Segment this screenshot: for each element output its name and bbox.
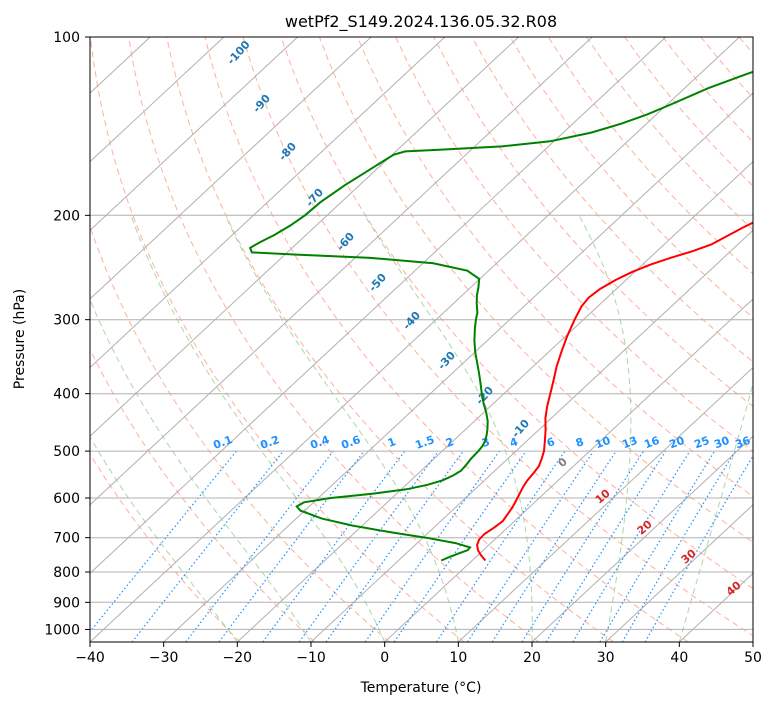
- isotherm: [90, 37, 446, 369]
- dry-adiabat: [357, 37, 753, 497]
- dry-adiabat: [471, 37, 753, 363]
- y-tick-label: 400: [53, 387, 80, 403]
- mixing-ratio-label: 1: [386, 435, 398, 450]
- x-tick-label: 50: [744, 650, 762, 666]
- y-tick-label: 300: [53, 313, 80, 329]
- x-tick-label: 10: [449, 650, 467, 666]
- x-tick-label: 30: [597, 650, 615, 666]
- x-tick-label: −10: [296, 650, 326, 666]
- mixing-ratio-label: 0.4: [308, 433, 331, 452]
- y-tick-label: 700: [53, 531, 80, 547]
- moist-adiabat: [130, 215, 386, 642]
- dry-adiabat: [166, 37, 614, 642]
- dry-adiabat: [204, 37, 689, 642]
- x-axis: −40 −30 −20 −10 0 10 20 30 40 50: [75, 642, 762, 666]
- mixing-ratio-label: 20: [667, 434, 686, 452]
- mixing-ratio-label: 0.1: [211, 433, 234, 452]
- mixing-ratio-line: [491, 450, 617, 642]
- mixing-ratio-line: [466, 450, 594, 642]
- dry-adiabat: [90, 453, 241, 642]
- isotherm: [90, 37, 298, 232]
- isotherm: [90, 37, 519, 437]
- mixing-ratio-label: 10: [593, 434, 612, 452]
- mixing-ratio-line: [298, 450, 439, 642]
- mixing-ratio-line: [521, 450, 645, 642]
- isotherm: [90, 37, 372, 300]
- dry-adiabat: [90, 348, 316, 642]
- mixing-ratio-label: 25: [692, 434, 711, 451]
- y-tick-label: 500: [53, 444, 80, 460]
- mixing-ratio-line: [218, 450, 365, 642]
- x-tick-label: −40: [75, 650, 105, 666]
- mixing-ratio-line: [262, 450, 406, 642]
- y-tick-label: 100: [53, 30, 80, 46]
- dry-adiabat: [509, 37, 753, 319]
- y-tick-label: 1000: [44, 622, 80, 638]
- dewpoint-line: [248, 70, 753, 562]
- chart-title: wetPf2_S149.2024.136.05.32.R08: [285, 12, 557, 32]
- mixing-ratio-line: [131, 450, 284, 642]
- mixing-ratio-label: 2: [444, 435, 456, 450]
- mixing-ratio-line: [90, 450, 237, 633]
- x-tick-label: −30: [149, 650, 179, 666]
- mixing-ratio-line: [325, 450, 464, 642]
- mixing-ratio-label: 16: [642, 434, 661, 452]
- mixing-ratio-label: 30: [712, 434, 731, 452]
- mixing-ratio-label: 4: [508, 435, 520, 450]
- mixing-ratio-line: [393, 450, 527, 642]
- isotherm: [531, 435, 753, 642]
- mixing-ratio-line: [572, 450, 691, 642]
- mixing-ratio-label: 3: [480, 435, 492, 450]
- dry-adiabat: [280, 37, 753, 590]
- isotherm: [90, 37, 593, 506]
- plot-frame: [89, 36, 754, 643]
- dry-adiabat: [318, 37, 753, 543]
- mixing-ratio-label: 13: [620, 434, 639, 451]
- dry-adiabat: [90, 224, 390, 642]
- mixing-ratio-label: 0.6: [339, 433, 362, 452]
- y-tick-label: 200: [53, 208, 80, 224]
- mixing-ratio-label: 36: [733, 434, 752, 452]
- isotherm: [457, 366, 753, 642]
- mixing-ratio-line: [364, 450, 500, 642]
- y-axis: 1000 900 800 700 600 500 400 300 200 100: [44, 30, 90, 638]
- x-tick-label: 40: [670, 650, 688, 666]
- y-axis-label: Pressure (hPa): [12, 289, 28, 389]
- dry-adiabat: [128, 37, 540, 642]
- y-tick-label: 800: [53, 565, 80, 581]
- moist-adiabat: [578, 215, 632, 642]
- mixing-ratio-label: 6: [545, 435, 557, 450]
- temperature-line: [476, 221, 753, 562]
- isotherm: [90, 37, 225, 163]
- x-tick-label: 0: [380, 650, 389, 666]
- profile-lines: [248, 70, 753, 562]
- mixing-ratio-label: 0.2: [258, 433, 281, 452]
- y-tick-label: 900: [53, 595, 80, 611]
- x-axis-label: Temperature (°C): [360, 680, 482, 696]
- isotherm: [384, 298, 753, 642]
- isotherm: [163, 92, 753, 642]
- moist-adiabat: [90, 298, 312, 642]
- mixing-ratio-label: 8: [574, 435, 586, 450]
- isotherm: [605, 504, 753, 642]
- moist-adiabat: [364, 215, 533, 642]
- isotherm: [236, 161, 753, 642]
- moist-adiabat: [224, 215, 459, 642]
- x-tick-label: −20: [223, 650, 253, 666]
- mixing-ratio-label: 1.5: [413, 433, 436, 452]
- dry-adiabat: [90, 37, 465, 642]
- background-lines: [90, 37, 753, 642]
- isotherm: [90, 37, 740, 642]
- isotherm: [310, 229, 753, 642]
- mixing-ratio-line: [435, 450, 566, 642]
- x-tick-label: 20: [523, 650, 541, 666]
- isotherm: [90, 37, 667, 575]
- y-tick-label: 600: [53, 491, 80, 507]
